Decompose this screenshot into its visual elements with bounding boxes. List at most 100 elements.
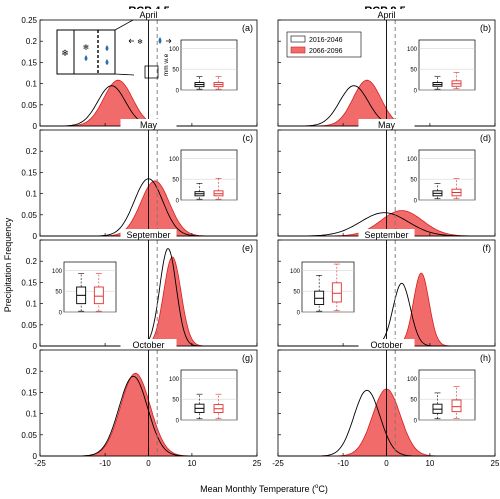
inset-frame [180, 369, 238, 421]
inset-boxplot: 0 50 100 [290, 261, 355, 317]
y-tick-label: 0 [33, 232, 38, 241]
schematic-box [56, 29, 116, 75]
inset-tick-label: 50 [293, 290, 300, 296]
panel-3: May (d) 0 50 100 [277, 119, 496, 237]
y-tick-label: 0.05 [21, 321, 37, 330]
month-title-bg [358, 229, 415, 240]
legend-swatch-future [290, 46, 306, 54]
box [93, 286, 104, 305]
snowflake-icon: ❄ [137, 38, 143, 46]
inset-frame [301, 261, 355, 313]
month-title-bg [120, 9, 177, 20]
month-title: April [139, 10, 157, 20]
month-title-bg [120, 229, 177, 240]
zoom-line [114, 19, 134, 31]
inset-tick-label: 0 [297, 311, 301, 317]
inset-tick-label: 50 [410, 68, 417, 74]
y-tick-label: 0.25 [21, 16, 37, 25]
y-tick-label: 0.05 [21, 211, 37, 220]
inset-tick-label: 0 [59, 311, 63, 317]
inset-tick-label: 100 [169, 47, 180, 53]
y-tick-label: 0.2 [26, 367, 38, 376]
schematic-illustration: ❄ ❄ ❄ [56, 19, 172, 79]
inset-tick-label: 0 [176, 89, 180, 95]
y-tick-label: 0.05 [21, 431, 37, 440]
inset-tick-label: 50 [55, 290, 62, 296]
inset-tick-label: 50 [410, 398, 417, 404]
inset-frame [180, 39, 238, 91]
x-tick-label: 10 [425, 459, 434, 468]
box [451, 399, 462, 413]
inset-tick-label: 0 [414, 419, 418, 425]
arrow-left-icon [128, 38, 134, 44]
legend-label-future: 2066-2096 [309, 48, 343, 55]
y-tick-label: 0.15 [21, 388, 37, 397]
panel-4: September 0 0.05 0.1 0.15 0.2 (e) 0 50 100 [21, 229, 258, 351]
x-tick-label: -25 [34, 459, 46, 468]
inset-tick-label: 0 [414, 199, 418, 205]
inset-frame [180, 149, 238, 201]
legend: 2016-2046 2066-2096 [286, 31, 362, 58]
inset-boxplot: 0 50 100 [52, 261, 117, 317]
panel-label: (c) [243, 133, 254, 143]
snowflake-icon: ❄ [61, 48, 69, 58]
panel-2: May 0 0.05 0.1 0.15 0.2 (c) 0 50 100 [21, 119, 258, 241]
zoom-target-box [144, 65, 159, 79]
y-tick-label: 0.1 [26, 410, 38, 419]
y-axis-label: Precipitation Frequency [3, 217, 13, 312]
x-tick-label: 10 [187, 459, 196, 468]
inset-y-label: mm w.e [163, 53, 170, 76]
y-tick-label: 0.15 [21, 168, 37, 177]
y-tick-label: 0.05 [21, 101, 37, 110]
panel-7: October -25 -10 0 10 25 (h) 0 50 100 [272, 339, 500, 468]
arrow-right-icon [166, 38, 172, 44]
panel-label: (d) [480, 133, 491, 143]
month-title-bg [358, 339, 415, 350]
inset-tick-label: 100 [290, 269, 301, 275]
y-tick-label: 0.1 [26, 80, 38, 89]
panel-1: April (b) 0 50 100 [277, 9, 496, 127]
panel-label: (h) [480, 353, 491, 363]
raindrop-icon [158, 37, 162, 44]
inset-tick-label: 100 [407, 157, 418, 163]
month-title: September [364, 230, 408, 240]
inset-frame [418, 149, 476, 201]
month-title: April [377, 10, 395, 20]
panel-label: (b) [480, 23, 491, 33]
month-title: May [378, 120, 396, 130]
inset-tick-label: 100 [52, 269, 63, 275]
zoom-line [114, 73, 135, 76]
month-title-bg [358, 9, 415, 20]
inset-tick-label: 50 [410, 178, 417, 184]
panel-label: (g) [242, 353, 253, 363]
x-tick-label: -10 [99, 459, 111, 468]
inset-tick-label: 100 [169, 377, 180, 383]
month-title-bg [358, 119, 415, 130]
inset-boxplot: 0 50 100 [407, 149, 476, 205]
inset-boxplot: 0 50 100 [169, 369, 238, 425]
legend-swatch-historical [290, 35, 306, 43]
month-title-bg [120, 119, 177, 130]
x-tick-label: 25 [253, 459, 262, 468]
x-tick-label: 0 [384, 459, 389, 468]
raindrop-icon [105, 59, 109, 65]
raindrop-icon [84, 55, 88, 61]
inset-tick-label: 0 [414, 89, 418, 95]
y-tick-label: 0.1 [26, 300, 38, 309]
y-tick-label: 0 [33, 122, 38, 131]
inset-tick-label: 100 [169, 157, 180, 163]
panel-6: October -25 -10 0 10 25 0 0.05 0.1 0.15 0.2 (g) 0 50 1… [21, 339, 262, 468]
month-title-bg [120, 339, 177, 350]
snowflake-icon: ❄ [83, 43, 90, 52]
x-tick-label: 0 [146, 459, 151, 468]
inset-tick-label: 100 [407, 47, 418, 53]
y-tick-label: 0.2 [26, 257, 38, 266]
inset-frame [63, 261, 117, 313]
inset-tick-label: 0 [176, 419, 180, 425]
inset-tick-label: 50 [172, 398, 179, 404]
y-tick-label: 0 [33, 452, 38, 461]
y-tick-label: 0.1 [26, 190, 38, 199]
